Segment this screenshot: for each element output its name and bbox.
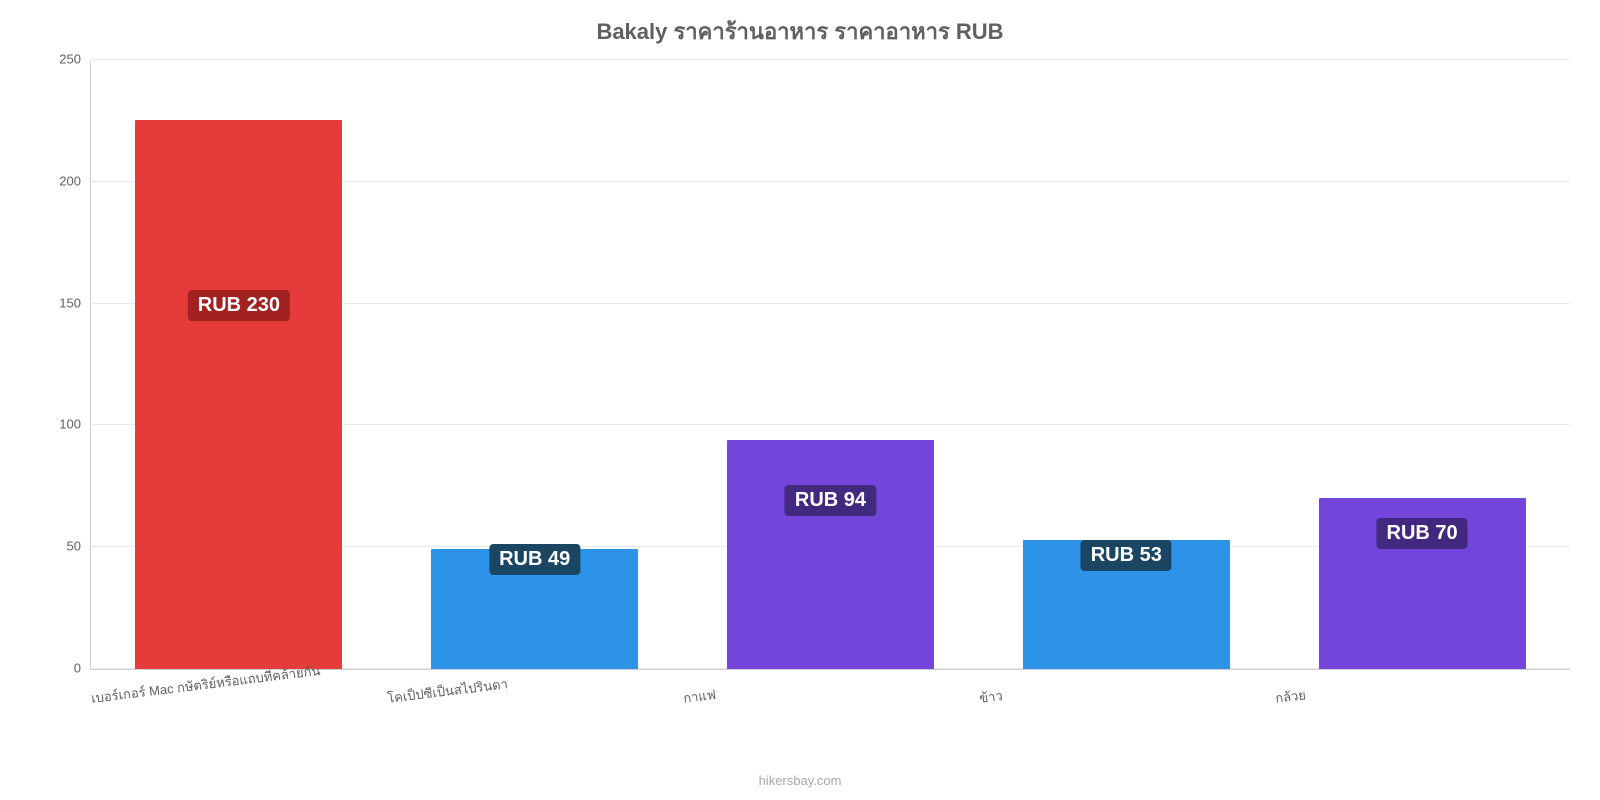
ytick-label: 100: [59, 417, 81, 432]
xaxis-label: โคเป็ปซีเป็นสไปรินดา: [386, 673, 509, 709]
bar-slot: RUB 94: [683, 60, 979, 669]
bar-soda: RUB 49: [431, 549, 638, 669]
ytick-label: 50: [67, 539, 81, 554]
plot-background: 0 50 100 150 200 250 RUB 230 RUB 49: [90, 60, 1570, 670]
xaxis-slot: กล้วย: [1274, 680, 1570, 740]
xaxis-slot: กาแฟ: [682, 680, 978, 740]
bar-value-label: RUB 230: [188, 290, 290, 321]
bar-value-label: RUB 70: [1377, 518, 1468, 549]
bar-slot: RUB 70: [1274, 60, 1570, 669]
bar-coffee: RUB 94: [727, 440, 934, 669]
bar-value-label: RUB 49: [489, 544, 580, 575]
chart-title: Bakaly ราคาร้านอาหาร ราคาอาหาร RUB: [0, 0, 1600, 49]
xaxis-slot: ข้าว: [978, 680, 1274, 740]
xaxis-slot: เบอร์เกอร์ Mac กษัตริย์หรือแถบที่คล้ายกั…: [90, 680, 386, 740]
xaxis-label: กาแฟ: [682, 684, 717, 709]
bars-layer: RUB 230 RUB 49 RUB 94 RUB 53 RUB: [91, 60, 1570, 669]
chart-plot-area: 0 50 100 150 200 250 RUB 230 RUB 49: [90, 60, 1570, 670]
xaxis-label: กล้วย: [1274, 684, 1307, 709]
bar-value-label: RUB 94: [785, 485, 876, 516]
ytick-label: 0: [74, 661, 81, 676]
credit-text: hikersbay.com: [759, 773, 842, 788]
xaxis-slot: โคเป็ปซีเป็นสไปรินดา: [386, 680, 682, 740]
bar-burger: RUB 230: [135, 120, 342, 669]
bar-rice: RUB 53: [1023, 540, 1230, 669]
ytick-label: 150: [59, 295, 81, 310]
ytick-label: 200: [59, 173, 81, 188]
xaxis-labels: เบอร์เกอร์ Mac กษัตริย์หรือแถบที่คล้ายกั…: [90, 680, 1570, 740]
bar-slot: RUB 53: [978, 60, 1274, 669]
bar-value-label: RUB 53: [1081, 540, 1172, 571]
bar-slot: RUB 49: [387, 60, 683, 669]
ytick-label: 250: [59, 52, 81, 67]
bar-banana: RUB 70: [1319, 498, 1526, 669]
xaxis-label: ข้าว: [978, 685, 1004, 709]
bar-slot: RUB 230: [91, 60, 387, 669]
